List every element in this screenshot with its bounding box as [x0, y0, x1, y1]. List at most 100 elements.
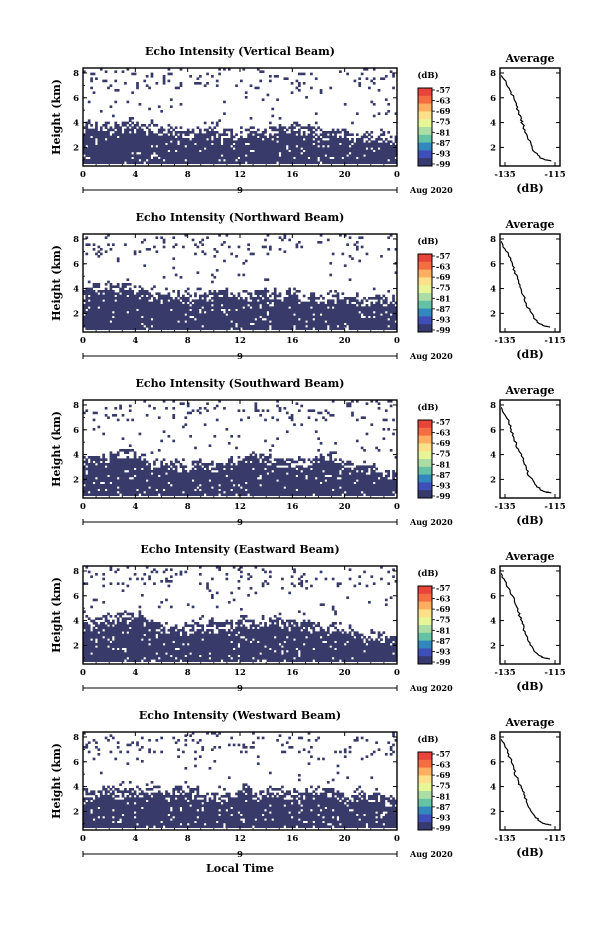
colorbar-frame	[417, 419, 433, 499]
x-tick-label: 16	[286, 834, 298, 844]
y-tick-label: 8	[73, 235, 79, 245]
echo-intensity-cells	[83, 566, 398, 662]
x-tick-label: 16	[286, 502, 298, 512]
profile-title: Average	[504, 218, 554, 231]
y-tick-label: 2	[73, 807, 79, 817]
colorbar-segment	[418, 88, 432, 97]
y-tick-label: 8	[73, 401, 79, 411]
heatmap-cells	[83, 68, 398, 164]
profile-frame	[499, 731, 561, 831]
colorbar-tick-label: -63	[436, 594, 451, 604]
month-label: Aug 2020	[409, 351, 453, 361]
x-tick-label: 0	[394, 336, 400, 346]
colorbar-segment	[418, 127, 432, 136]
colorbar-tick-label: -75	[436, 781, 450, 791]
x-tick-label: 4	[132, 502, 138, 512]
colorbar-tick-label: -63	[436, 96, 451, 106]
colorbar-tick-label: -93	[436, 314, 451, 324]
y-tick-label: 4	[73, 119, 79, 129]
profile-x-tick-label: -135	[494, 502, 515, 512]
colorbar-segment	[418, 822, 432, 831]
profile-title: Average	[504, 550, 554, 563]
profile-x-tick-label: -135	[494, 668, 515, 678]
profile-y-tick-label: 4	[490, 285, 496, 295]
colorbar-tick-label: -75	[436, 283, 450, 293]
colorbar-unit: (dB)	[417, 402, 438, 413]
y-axis-label: Height (km)	[50, 743, 63, 819]
x-tick-label: 0	[80, 336, 86, 346]
colorbar-segment	[418, 791, 432, 800]
colorbar-segment	[418, 759, 432, 768]
profile-x-tick-label: -135	[494, 170, 515, 180]
colorbar-segment	[418, 451, 432, 460]
x-tick-label: 8	[185, 336, 191, 346]
colorbar-segment	[418, 490, 432, 499]
colorbar-tick-label: -93	[436, 148, 451, 158]
colorbar-segment	[418, 420, 432, 429]
echo-intensity-cells	[83, 234, 398, 330]
x-tick-label: 20	[339, 502, 351, 512]
panel-title: Echo Intensity (Westward Beam)	[139, 709, 341, 722]
y-tick-label: 6	[73, 758, 79, 768]
colorbar-tick-label: -93	[436, 646, 451, 656]
colorbar-tick-label: -81	[436, 293, 450, 303]
profile-line	[500, 573, 551, 660]
profile-frame	[499, 233, 561, 333]
colorbar-tick-label: -99	[436, 159, 451, 169]
x-tick-label: 8	[185, 834, 191, 844]
profile-line	[500, 241, 551, 328]
colorbar-tick-label: -57	[436, 749, 450, 759]
colorbar-segment	[418, 427, 432, 436]
y-tick-label: 8	[73, 733, 79, 743]
profile-y-tick-label: 4	[490, 451, 496, 461]
x-tick-label: 12	[234, 336, 246, 346]
profile-line	[500, 407, 552, 494]
colorbar-segment	[418, 586, 432, 595]
colorbar-segment	[418, 134, 432, 143]
y-tick-label: 6	[73, 260, 79, 270]
profile-line	[500, 75, 552, 162]
colorbar-tick-label: -87	[436, 470, 450, 480]
profile-y-tick-label: 8	[490, 69, 496, 79]
colorbar-frame	[417, 87, 433, 167]
profile-x-tick-label: -135	[494, 834, 515, 844]
colorbar-segment	[418, 814, 432, 823]
colorbar-tick-label: -75	[436, 117, 450, 127]
y-tick-label: 4	[73, 451, 79, 461]
panel-2: Echo Intensity (Southward Beam) 2 4 6 8 Heigh…	[50, 377, 566, 528]
colorbar-segment	[418, 269, 432, 278]
echo-intensity-cells	[83, 68, 398, 164]
month-label: Aug 2020	[409, 683, 453, 693]
profile-y-tick-label: 2	[490, 143, 496, 153]
colorbar-tick-label: -75	[436, 615, 450, 625]
colorbar-segment	[418, 293, 432, 302]
x-tick-label: 16	[286, 668, 298, 678]
profile-x-tick-label: -115	[544, 336, 565, 346]
profile-y-tick-label: 6	[490, 260, 496, 270]
x-tick-label: 0	[80, 502, 86, 512]
colorbar-tick-label: -81	[436, 625, 450, 635]
panel-title: Echo Intensity (Vertical Beam)	[145, 45, 335, 58]
month-label: Aug 2020	[409, 849, 453, 859]
colorbar-tick-label: -63	[436, 760, 451, 770]
x-tick-label: 4	[132, 336, 138, 346]
colorbar-segment	[418, 95, 432, 104]
colorbar-tick-label: -63	[436, 428, 451, 438]
profile-title: Average	[504, 384, 554, 397]
x-tick-label: 12	[234, 170, 246, 180]
colorbar-segment	[418, 609, 432, 618]
y-tick-label: 4	[73, 285, 79, 295]
colorbar-segment	[418, 640, 432, 649]
profile-x-label: (dB)	[516, 680, 543, 693]
profile-y-tick-label: 2	[490, 475, 496, 485]
x-tick-label: 8	[185, 668, 191, 678]
profile-title: Average	[504, 52, 554, 65]
colorbar-tick-label: -57	[436, 583, 450, 593]
profile-y-tick-label: 8	[490, 401, 496, 411]
colorbar-unit: (dB)	[417, 70, 438, 81]
y-tick-label: 6	[73, 426, 79, 436]
colorbar-segment	[418, 593, 432, 602]
colorbar-segment	[418, 300, 432, 309]
panel-title: Echo Intensity (Northward Beam)	[136, 211, 345, 224]
panel-4: Echo Intensity (Westward Beam) 2 4 6 8 Height…	[50, 709, 566, 875]
